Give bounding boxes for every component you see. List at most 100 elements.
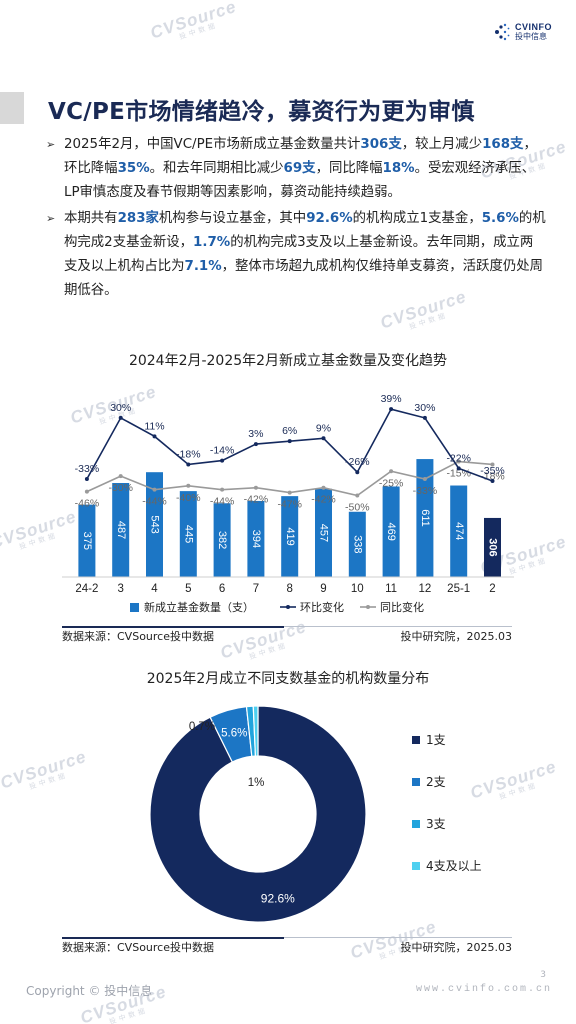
highlight-value: 92.6% <box>306 211 353 226</box>
mom-label: 30% <box>414 402 435 414</box>
institution-distribution-donut: 92.6% 5.6% 1% 0.7% 1支 2支 3支 4支及以上 <box>150 705 482 923</box>
x-tick-label: 4 <box>151 583 158 595</box>
donut-slice <box>150 705 367 923</box>
bullet-segment: 的机构完成2支基金新设， <box>64 211 546 250</box>
bullet-segment: 的机构完成3支及以上基金新设。去年同期，成立两支及以上机构占比为 <box>64 235 534 274</box>
bar-value-label: 611 <box>419 509 431 527</box>
legend-label: 4支及以上 <box>426 859 482 873</box>
mom-label: -18% <box>176 448 201 460</box>
mom-point <box>456 466 461 471</box>
source-right: 投中研究院，2025.03 <box>400 630 513 643</box>
arrow-bullet-icon: ➢ <box>46 212 56 225</box>
legend-swatch <box>412 862 420 870</box>
yoy-point <box>355 493 360 498</box>
mom-point <box>355 470 360 475</box>
bullet-text: 本期共有283家机构参与设立基金，其中92.6%的机构成立1支基金，5.6%的机… <box>64 211 546 298</box>
highlight-value: 1.7% <box>193 235 231 250</box>
page-title: VC/PE市场情绪趋冷，募资行为更为审慎 <box>48 99 475 125</box>
mom-point <box>152 434 157 439</box>
mom-point <box>287 439 292 444</box>
yoy-point <box>490 462 495 467</box>
mom-label: 6% <box>282 425 297 437</box>
x-tick-label: 10 <box>351 583 364 595</box>
yoy-point <box>456 459 461 464</box>
yoy-label: -30% <box>108 482 133 494</box>
bullet-text: 2025年2月，中国VC/PE市场新成立基金数量共计306支，较上月减少168支… <box>64 137 537 200</box>
mom-label: 3% <box>248 428 263 440</box>
mom-point <box>84 477 89 482</box>
bar <box>78 504 96 577</box>
bar <box>315 488 332 577</box>
slice-label: 1% <box>248 777 265 789</box>
legend-mom-swatch <box>286 605 290 609</box>
mom-point <box>253 442 258 447</box>
x-tick-label: 8 <box>286 583 292 595</box>
yoy-point <box>152 487 157 492</box>
x-tick-label: 9 <box>320 583 326 595</box>
mom-point <box>321 436 326 441</box>
bar-value-label: 338 <box>351 535 363 553</box>
bar <box>382 486 400 577</box>
legend-label: 环比变化 <box>300 600 344 614</box>
brand-logo: CVINFO 投中信息 <box>491 22 552 42</box>
legend-label: 同比变化 <box>380 600 424 614</box>
yoy-label: -25% <box>379 477 404 489</box>
yoy-label: -44% <box>210 496 235 508</box>
legend-yoy-swatch <box>366 605 370 609</box>
yoy-point <box>118 474 123 479</box>
yoy-point <box>389 469 394 474</box>
mom-point <box>220 458 225 463</box>
slice-label: 0.7% <box>189 721 215 733</box>
mom-label: 11% <box>144 420 164 432</box>
yoy-point <box>422 477 427 482</box>
bar <box>247 500 265 577</box>
legend-bar-swatch <box>130 603 139 612</box>
x-tick-label: 12 <box>419 583 432 595</box>
footer-url[interactable]: www.cvinfo.com.cn <box>415 984 552 995</box>
slice-label: 5.6% <box>221 727 247 739</box>
mom-label: -14% <box>210 445 235 457</box>
x-tick-label: 25-1 <box>447 583 470 595</box>
slice-label: 92.6% <box>261 892 295 906</box>
mom-label: -22% <box>446 452 471 464</box>
legend-swatch <box>412 736 420 744</box>
highlight-value: 168支 <box>482 137 524 152</box>
bar-value-label: 375 <box>81 532 93 550</box>
bar-value-label: 457 <box>318 524 330 542</box>
footer-copyright: Copyright © 投中信息 <box>26 984 153 998</box>
logo-name: CVINFO <box>514 22 552 32</box>
bar <box>416 459 434 577</box>
mom-label: -35% <box>480 465 505 477</box>
x-tick-label: 3 <box>117 583 123 595</box>
legend-label: 1支 <box>426 733 446 747</box>
bar <box>348 511 366 577</box>
highlight-value: 5.6% <box>481 211 519 226</box>
legend-swatch <box>412 820 420 828</box>
yoy-point <box>186 483 191 488</box>
bullet-2: ➢ 本期共有283家机构参与设立基金，其中92.6%的机构成立1支基金，5.6%的… <box>46 207 546 303</box>
legend-label: 3支 <box>426 817 446 831</box>
highlight-value: 18% <box>382 161 415 176</box>
yoy-label: -40% <box>176 492 201 504</box>
yoy-label: -44% <box>142 496 167 508</box>
x-tick-label: 24-2 <box>75 583 98 595</box>
yoy-label: -47% <box>277 499 302 511</box>
watermark: CVSource 投中数据 <box>148 0 239 43</box>
bar-value-label: 394 <box>250 530 262 548</box>
yoy-label: -42% <box>311 494 336 506</box>
mom-label: 39% <box>381 393 402 405</box>
chart1-title: 2024年2月-2025年2月新成立基金数量及变化趋势 <box>128 353 448 369</box>
chart2-title: 2025年2月成立不同支数基金的机构数量分布 <box>146 671 430 687</box>
bar-value-label: 445 <box>182 525 194 543</box>
yoy-label: -33% <box>413 485 438 497</box>
x-tick-label: 11 <box>385 583 397 595</box>
bar <box>179 491 197 577</box>
bullet-segment: ，同比降幅 <box>315 161 383 176</box>
bar <box>213 503 231 577</box>
mom-point <box>186 462 191 467</box>
summary-bullets: ➢ 2025年2月，中国VC/PE市场新成立基金数量共计306支，较上月减少168… <box>46 133 546 305</box>
bullet-segment: ，整体市场超九成机构仅维持单支募资，活跃度仍处周期低谷。 <box>64 259 544 298</box>
title-accent-bar <box>0 92 24 124</box>
source-row: 数据来源：CVSource投中数据 投中研究院，2025.03 <box>62 628 512 644</box>
